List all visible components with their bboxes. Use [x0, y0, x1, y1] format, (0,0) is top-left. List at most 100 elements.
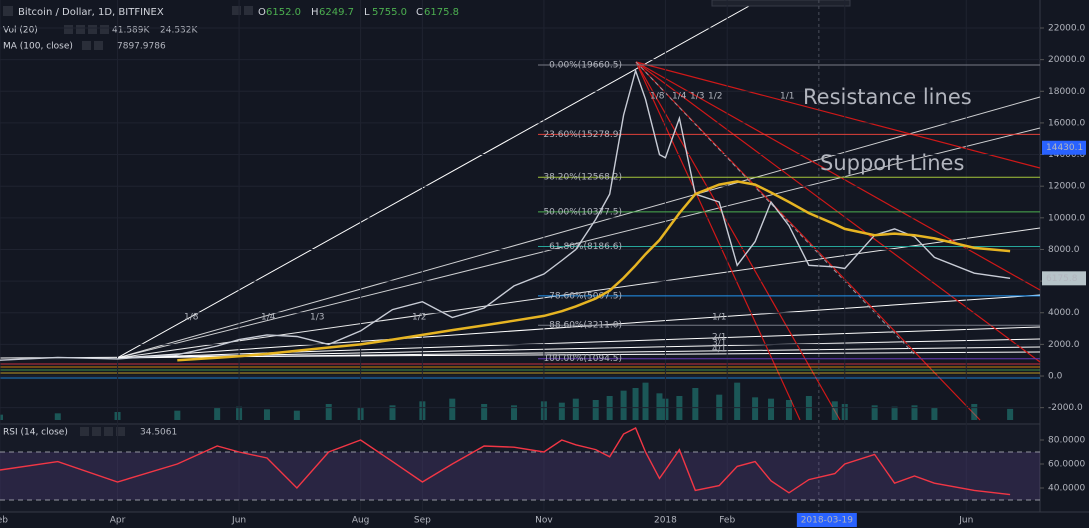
- rsi-value: 34.5061: [140, 428, 177, 438]
- volume-bar: [656, 393, 663, 420]
- fan-line: [116, 96, 1041, 359]
- fan-label: 1/3: [310, 313, 324, 323]
- icon[interactable]: [100, 25, 109, 34]
- icon[interactable]: [80, 427, 89, 436]
- series-line: [0, 427, 1011, 496]
- series-line: [0, 68, 1011, 361]
- volume-bar: [752, 397, 759, 420]
- color-band: [0, 363, 1040, 379]
- rsi-title: RSI (14, close): [3, 428, 68, 438]
- x-tick-label: 2018: [654, 516, 677, 526]
- volume-bar: [831, 401, 838, 420]
- fan-line: [635, 61, 1041, 291]
- volume-reading: 24.532K: [160, 26, 198, 36]
- y-tick-label: 20000.0: [1048, 55, 1085, 65]
- y-tick-label: -2000.0: [1048, 403, 1083, 413]
- icon[interactable]: [76, 25, 85, 34]
- volume-title: Vol (20): [3, 26, 38, 36]
- rsi-band: [0, 452, 1040, 500]
- fan-label: 1/4: [261, 313, 276, 323]
- fan-label: 1/1: [712, 313, 726, 323]
- crosshair-time: 2018-03-19: [801, 516, 854, 526]
- volume-bar: [481, 404, 488, 420]
- icon[interactable]: [244, 6, 253, 15]
- y-tick-label: 22000.0: [1048, 24, 1085, 34]
- fan-line: [116, 338, 1041, 359]
- volume-bar: [734, 382, 741, 420]
- volume-reading: 41.589K: [112, 26, 150, 36]
- x-tick-label: Nov: [535, 516, 553, 526]
- legend-name: MA (100, close): [3, 42, 73, 52]
- volume-bar: [692, 388, 699, 420]
- fib-label: 38.20%(12568.2): [543, 173, 622, 183]
- y-tick-label: 60.0000: [1048, 460, 1085, 470]
- y-tick-label: 16000.0: [1048, 118, 1085, 128]
- ohlc-key: O: [258, 7, 266, 18]
- y-tick-label: 8000.0: [1048, 245, 1080, 255]
- y-tick-label: 4000.0: [1048, 308, 1080, 318]
- icon[interactable]: [82, 41, 91, 50]
- icon[interactable]: [88, 25, 97, 34]
- fan-line: [116, 127, 1041, 359]
- volume-bar: [0, 414, 3, 420]
- volume-bar: [911, 405, 918, 420]
- volume-bar: [632, 388, 639, 420]
- y-tick-label: 12000.0: [1048, 182, 1085, 192]
- y-tick-label: 80.0000: [1048, 436, 1085, 446]
- y-tick-label: 10000.0: [1048, 213, 1085, 223]
- volume-bar: [558, 402, 565, 420]
- ohlc-key: H: [311, 7, 319, 18]
- x-tick-label: Sep: [414, 516, 431, 526]
- fib-label: 23.60%(15278.9): [543, 130, 622, 140]
- crosshair-price: 14430.1: [1046, 143, 1083, 153]
- fib-label: 88.60%(3211.0): [549, 321, 622, 331]
- series-line: [177, 180, 1011, 362]
- volume-bar: [511, 405, 518, 420]
- fib-label: 78.60%(5067.5): [549, 291, 622, 301]
- y-tick-label: 40.0000: [1048, 484, 1085, 494]
- chart-title: Bitcoin / Dollar, 1D, BITFINEX: [18, 7, 164, 18]
- volume-bar: [620, 390, 627, 420]
- icon[interactable]: [64, 25, 73, 34]
- fan-line: [635, 61, 916, 356]
- icon[interactable]: [92, 427, 101, 436]
- volume-bar: [971, 404, 978, 420]
- icon[interactable]: [232, 6, 241, 15]
- fan-line: [635, 61, 1041, 169]
- fan-line: [116, 294, 1041, 359]
- volume-bar: [54, 413, 61, 420]
- fan-line: [0, 351, 1041, 359]
- volume-bar: [592, 400, 599, 420]
- fan-label: 1/2: [708, 92, 722, 102]
- legend-value: 7897.9786: [117, 42, 166, 52]
- fib-label: 61.80%(8186.6): [549, 242, 622, 252]
- ohlc-value: 5755.0: [372, 7, 407, 18]
- y-tick-label: 2000.0: [1048, 340, 1080, 350]
- last-price-tag: [1042, 271, 1086, 286]
- fib-label: 0.00%(19660.5): [549, 61, 622, 71]
- volume-bar: [871, 405, 878, 420]
- symbol-icon[interactable]: [3, 6, 13, 16]
- icon[interactable]: [116, 427, 125, 436]
- volume-bar: [325, 404, 332, 420]
- fan-label: 1/8: [650, 92, 665, 102]
- fib-label: 50.00%(10377.5): [543, 207, 622, 217]
- ohlc-value: 6175.8: [424, 7, 459, 18]
- last-price-label: 6175.8: [1046, 274, 1078, 284]
- y-tick-label: 18000.0: [1048, 87, 1085, 97]
- fan-line: [635, 61, 981, 421]
- volume-bar: [642, 382, 649, 420]
- icon[interactable]: [94, 41, 103, 50]
- x-tick-label: Feb: [0, 516, 8, 526]
- volume-bar: [174, 410, 181, 420]
- crosshair-time-tag: [796, 513, 857, 527]
- x-tick-label: Feb: [719, 516, 735, 526]
- volume-bar: [931, 408, 938, 420]
- toolbar[interactable]: [711, 0, 851, 7]
- volume-bar: [214, 408, 221, 420]
- annotation: Support Lines: [820, 151, 964, 175]
- fib-label: 100.00%(1094.5): [543, 354, 622, 364]
- y-tick-label: 0.0: [1048, 372, 1063, 382]
- icon[interactable]: [104, 427, 113, 436]
